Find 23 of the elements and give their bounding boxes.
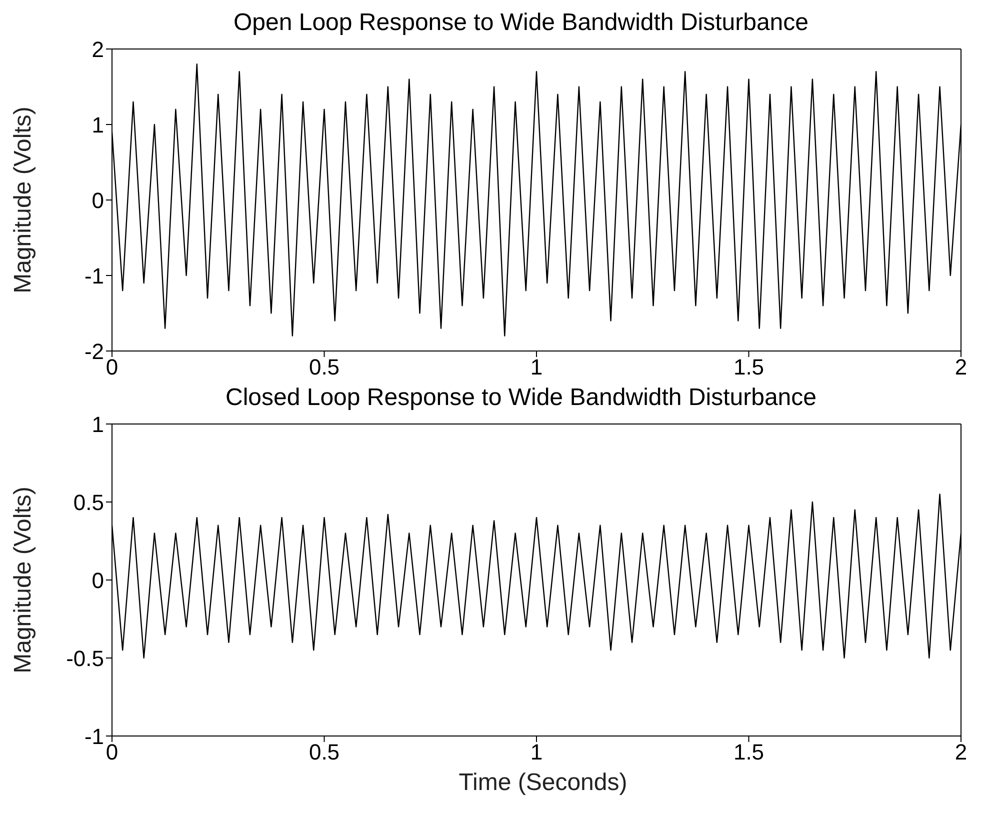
chart-title: Open Loop Response to Wide Bandwidth Disturbance xyxy=(232,8,810,38)
y-tick-label: -1 xyxy=(84,724,104,749)
y-tick-label: 0.5 xyxy=(73,490,104,515)
y-tick-label: 2 xyxy=(92,36,104,62)
x-tick-label: 2 xyxy=(954,354,968,380)
y-tick-label: 0 xyxy=(92,188,104,213)
x-tick-label: 0.5 xyxy=(308,354,340,380)
y-axis-title: Magnitude (Volts) xyxy=(10,106,37,294)
y-tick-label: -1 xyxy=(84,263,104,288)
y-tick-label: 0 xyxy=(92,568,104,593)
y-tick-label: -0.5 xyxy=(66,646,104,671)
y-tick-label: 1 xyxy=(92,412,104,437)
x-tick-label: 2 xyxy=(954,740,968,765)
y-tick-label: -2 xyxy=(84,338,104,364)
chart-title: Closed Loop Response to Wide Bandwidth Disturbance xyxy=(224,383,818,413)
x-tick-label: 1.5 xyxy=(733,354,764,380)
x-tick-label: 1.5 xyxy=(733,740,764,765)
y-axis-title: Magnitude (Volts) xyxy=(10,486,37,674)
x-axis-title: Time (Seconds) xyxy=(458,768,628,798)
y-tick-label: 1 xyxy=(92,112,104,138)
x-tick-label: 1 xyxy=(530,740,543,765)
x-tick-label: 1 xyxy=(530,354,543,380)
x-tick-label: 0.5 xyxy=(308,740,340,765)
